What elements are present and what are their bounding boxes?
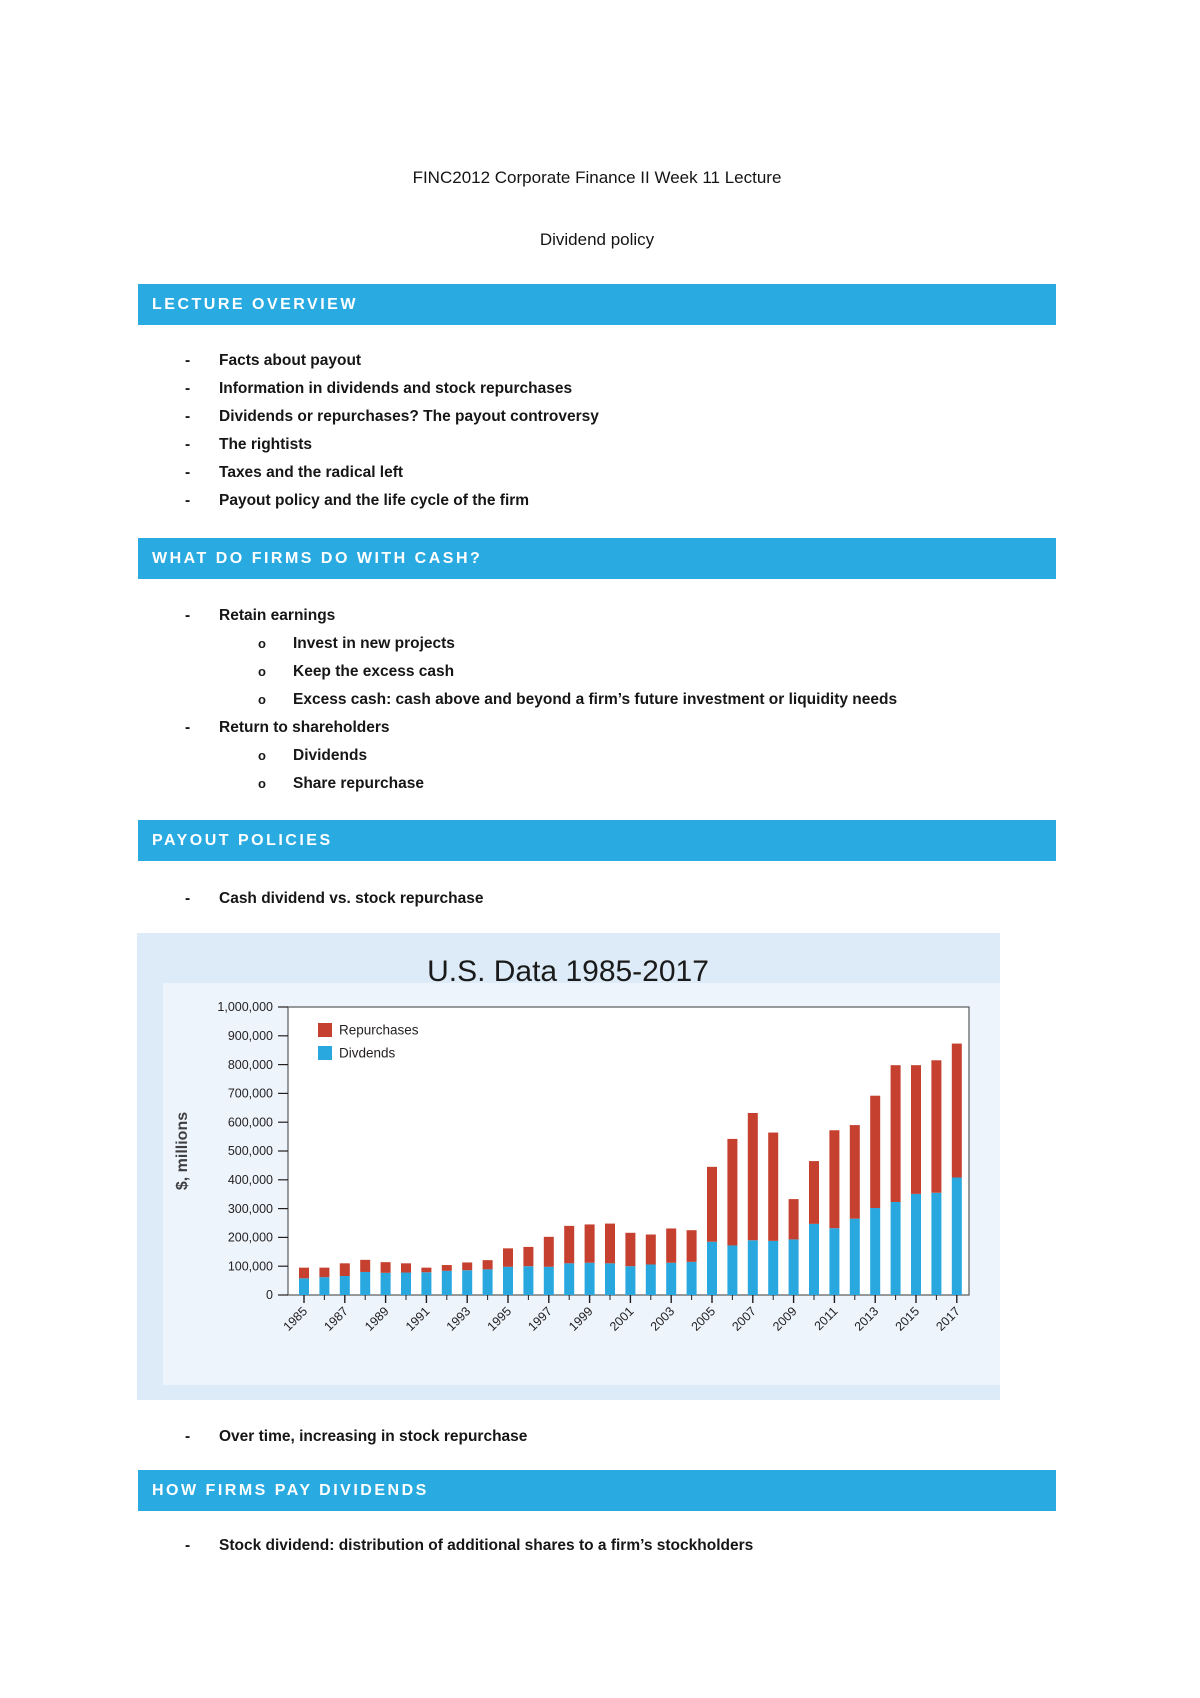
dash-marker: - bbox=[185, 352, 191, 369]
bullet-text: Cash dividend vs. stock repurchase bbox=[219, 890, 484, 907]
bullet-item: o Share repurchase bbox=[138, 770, 1056, 798]
svg-text:1,000,000: 1,000,000 bbox=[217, 1000, 273, 1014]
bullet-item: - Cash dividend vs. stock repurchase bbox=[138, 885, 1056, 913]
section-heading-lecture-overview: LECTURE OVERVIEW bbox=[138, 284, 1056, 325]
how-firms-pay-dividends-list: - Stock dividend: distribution of additio… bbox=[138, 1532, 1056, 1560]
bullet-item: - Over time, increasing in stock repurcha… bbox=[138, 1423, 1056, 1451]
bullet-text: Taxes and the radical left bbox=[219, 464, 404, 481]
bullet-item: - Information in dividends and stock repu… bbox=[138, 375, 1056, 403]
cash-uses-list: - Retain earnings o Invest in new projects… bbox=[138, 602, 1056, 798]
section-heading-payout-policies: PAYOUT POLICIES bbox=[138, 820, 1056, 861]
svg-text:U.S. Data 1985-2017: U.S. Data 1985-2017 bbox=[427, 955, 709, 988]
svg-text:700,000: 700,000 bbox=[228, 1087, 273, 1101]
bullet-item: - Dividends or repurchases? The payout co… bbox=[138, 403, 1056, 431]
svg-text:800,000: 800,000 bbox=[228, 1058, 273, 1072]
svg-text:200,000: 200,000 bbox=[228, 1231, 273, 1245]
dash-marker: - bbox=[185, 436, 191, 453]
bullet-text: The rightists bbox=[219, 436, 313, 453]
bullet-item: o Excess cash: cash above and beyond a fi… bbox=[138, 686, 1056, 714]
svg-text:300,000: 300,000 bbox=[228, 1202, 273, 1216]
svg-text:0: 0 bbox=[266, 1288, 273, 1302]
dash-marker: - bbox=[185, 607, 191, 624]
us-payout-chart-svg: U.S. Data 1985-2017 0 100,000 200,000 300,00… bbox=[163, 955, 1011, 1385]
bullet-text: Stock dividend: distribution of addition… bbox=[219, 1537, 754, 1554]
bullet-text: Facts about payout bbox=[219, 352, 362, 369]
dash-marker: - bbox=[185, 719, 191, 736]
section-heading-how-firms-pay-dividends: HOW FIRMS PAY DIVIDENDS bbox=[138, 1470, 1056, 1511]
dash-marker: - bbox=[185, 1428, 191, 1445]
dash-marker: - bbox=[185, 492, 191, 509]
us-payout-chart: U.S. Data 1985-2017 0 100,000 200,000 300,00… bbox=[137, 933, 1011, 1400]
bullet-text: Return to shareholders bbox=[219, 719, 390, 736]
circle-marker: o bbox=[258, 692, 266, 707]
bullet-text: Information in dividends and stock repur… bbox=[219, 380, 573, 397]
document-subtitle: Dividend policy bbox=[539, 230, 655, 249]
dash-marker: - bbox=[185, 1537, 191, 1554]
bullet-item: - Payout policy and the life cycle of the… bbox=[138, 487, 1056, 515]
bullet-item: - Stock dividend: distribution of additio… bbox=[138, 1532, 1056, 1560]
bullet-text: Invest in new projects bbox=[293, 635, 455, 652]
lecture-overview-list: - Facts about payout - Information in divi… bbox=[138, 347, 1056, 515]
svg-text:Divdends: Divdends bbox=[339, 1046, 396, 1061]
payout-policies-list-after-chart: - Over time, increasing in stock repurcha… bbox=[138, 1423, 1056, 1451]
bullet-text: Retain earnings bbox=[219, 607, 336, 624]
bullet-item: o Invest in new projects bbox=[138, 630, 1056, 658]
bullet-text: Share repurchase bbox=[293, 775, 424, 792]
circle-marker: o bbox=[258, 664, 266, 679]
svg-text:$, millions: $, millions bbox=[174, 1112, 191, 1190]
payout-policies-list: - Cash dividend vs. stock repurchase bbox=[138, 885, 1056, 913]
dash-marker: - bbox=[185, 408, 191, 425]
bullet-text: Dividends or repurchases? The payout con… bbox=[219, 408, 599, 425]
bullet-text: Dividends bbox=[293, 747, 368, 764]
bullet-text: Over time, increasing in stock repurchas… bbox=[219, 1428, 528, 1445]
bullet-item: - Return to shareholders bbox=[138, 714, 1056, 742]
circle-marker: o bbox=[258, 636, 266, 651]
svg-text:400,000: 400,000 bbox=[228, 1173, 273, 1187]
circle-marker: o bbox=[258, 776, 266, 791]
document-title: FINC2012 Corporate Finance II Week 11 Le… bbox=[412, 168, 782, 187]
svg-text:500,000: 500,000 bbox=[228, 1144, 273, 1158]
svg-text:900,000: 900,000 bbox=[228, 1029, 273, 1043]
bullet-item: - Taxes and the radical left bbox=[138, 459, 1056, 487]
svg-text:100,000: 100,000 bbox=[228, 1259, 273, 1273]
bullet-item: o Dividends bbox=[138, 742, 1056, 770]
circle-marker: o bbox=[258, 748, 266, 763]
bullet-item: o Keep the excess cash bbox=[138, 658, 1056, 686]
svg-text:Repurchases: Repurchases bbox=[339, 1023, 419, 1038]
bullet-text: Keep the excess cash bbox=[293, 663, 455, 680]
bullet-item: - The rightists bbox=[138, 431, 1056, 459]
bullet-text: Payout policy and the life cycle of the … bbox=[219, 492, 530, 509]
section-heading-what-do-firms-do-with-cash: WHAT DO FIRMS DO WITH CASH? bbox=[138, 538, 1056, 579]
dash-marker: - bbox=[185, 890, 191, 907]
dash-marker: - bbox=[185, 380, 191, 397]
bullet-item: - Facts about payout bbox=[138, 347, 1056, 375]
bullet-item: - Retain earnings bbox=[138, 602, 1056, 630]
svg-text:600,000: 600,000 bbox=[228, 1115, 273, 1129]
bullet-text: Excess cash: cash above and beyond a fir… bbox=[293, 691, 898, 708]
dash-marker: - bbox=[185, 464, 191, 481]
